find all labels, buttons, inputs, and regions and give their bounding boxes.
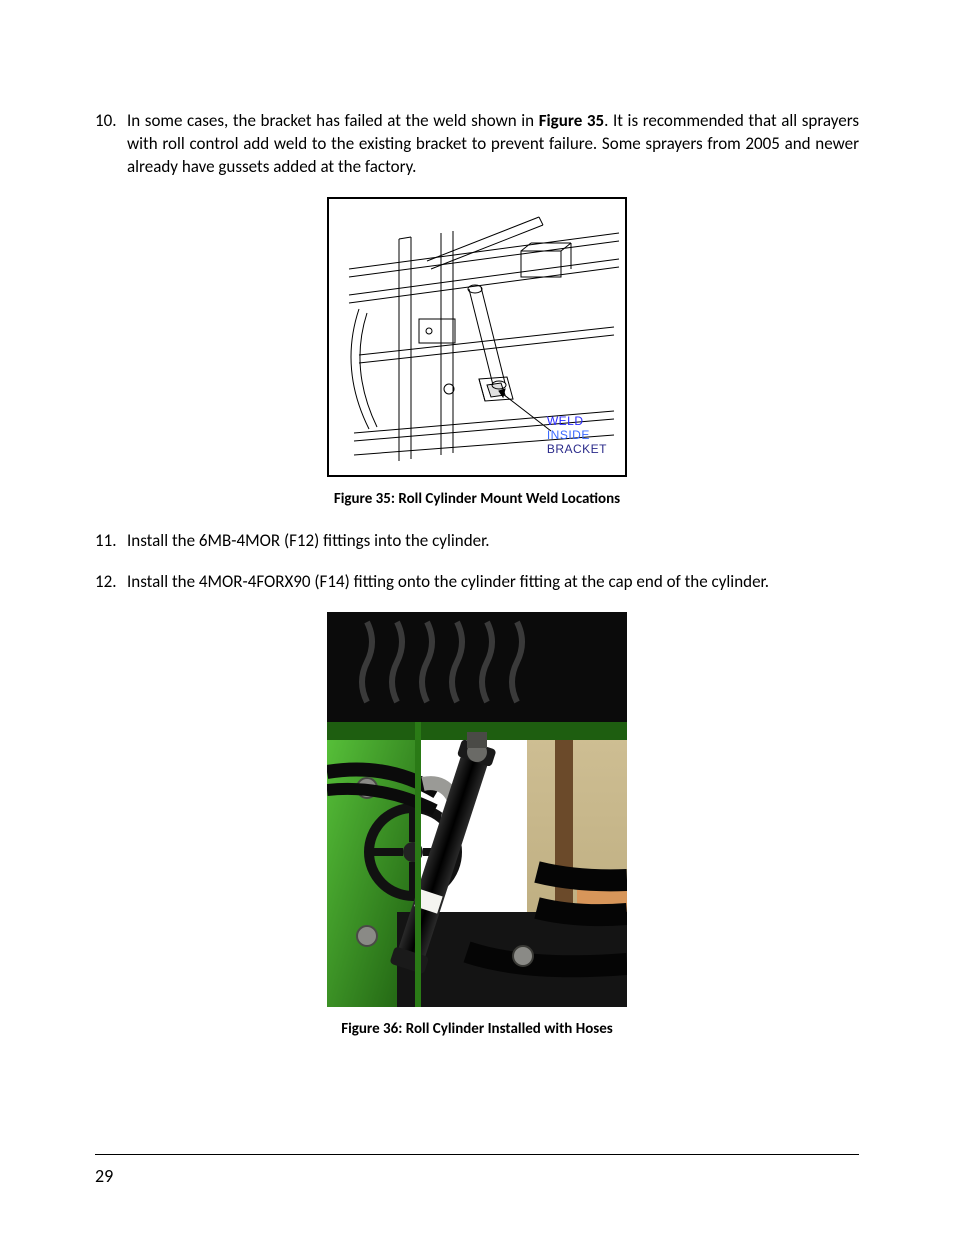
list-number: 12.	[95, 571, 127, 594]
figure-36-image	[327, 612, 627, 1007]
footer-rule	[95, 1154, 859, 1155]
figure-ref: Figure 35	[539, 110, 604, 131]
list-item-12: 12. Install the 4MOR-4FORX90 (F14) fitti…	[95, 571, 859, 594]
list-body: Install the 4MOR-4FORX90 (F14) fitting o…	[127, 571, 859, 594]
list-body: In some cases, the bracket has failed at…	[127, 110, 859, 179]
page-number: 29	[95, 1165, 113, 1187]
list-number: 10.	[95, 110, 127, 179]
document-page: 10. In some cases, the bracket has faile…	[0, 0, 954, 1235]
photo-svg	[327, 612, 627, 1007]
figure-35-image: WELD INSIDE BRACKET	[327, 197, 627, 477]
list-item-11: 11. Install the 6MB-4MOR (F12) fittings …	[95, 530, 859, 553]
figure-36-caption: Figure 36: Roll Cylinder Installed with …	[95, 1020, 859, 1038]
weld-label: WELD INSIDE BRACKET	[547, 415, 607, 456]
list-item-10: 10. In some cases, the bracket has faile…	[95, 110, 859, 179]
list-body: Install the 6MB-4MOR (F12) fittings into…	[127, 530, 859, 553]
weld-label-line1: WELD	[547, 415, 607, 429]
figure-36: Figure 36: Roll Cylinder Installed with …	[95, 612, 859, 1038]
weld-label-line2: INSIDE	[547, 429, 607, 443]
text: In some cases, the bracket has failed at…	[127, 110, 539, 131]
weld-label-line3: BRACKET	[547, 443, 607, 457]
figure-35-caption: Figure 35: Roll Cylinder Mount Weld Loca…	[95, 490, 859, 508]
list-number: 11.	[95, 530, 127, 553]
figure-35: WELD INSIDE BRACKET Figure 35: Roll Cyli…	[95, 197, 859, 508]
